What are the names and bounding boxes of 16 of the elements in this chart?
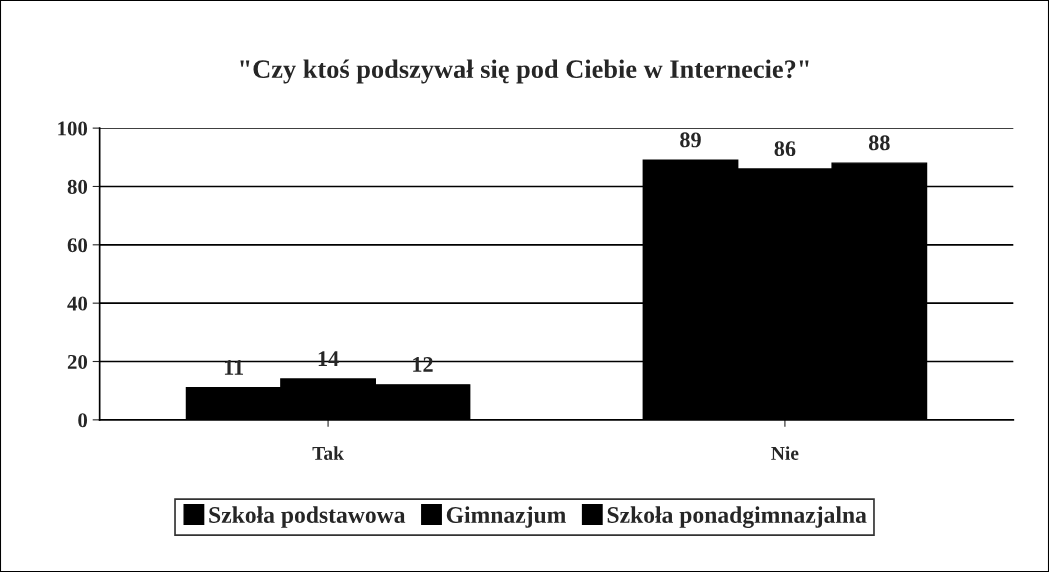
- y-tick-label: 20: [67, 354, 88, 369]
- legend-label: Szkoła podstawowa: [209, 506, 406, 528]
- y-tick-label: 80: [67, 179, 88, 194]
- x-tick-label: Nie: [771, 446, 799, 460]
- data-label: 89: [680, 132, 701, 148]
- x-tick-label: Tak: [312, 446, 344, 460]
- y-tick-label: 40: [67, 296, 88, 311]
- data-label: 88: [868, 135, 890, 151]
- y-tick-label: 60: [67, 238, 88, 253]
- legend-label: Gimnazjum: [446, 506, 566, 528]
- chart-title: "Czy ktoś podszywał się pod Ciebie w Internecie?": [240, 59, 809, 84]
- y-tick-label: 0: [78, 413, 88, 428]
- data-label: 86: [774, 141, 796, 157]
- legend-label: Szkoła ponadgimnazjalna: [607, 506, 867, 528]
- data-label: 11: [224, 360, 244, 375]
- y-tick-label: 100: [58, 121, 88, 136]
